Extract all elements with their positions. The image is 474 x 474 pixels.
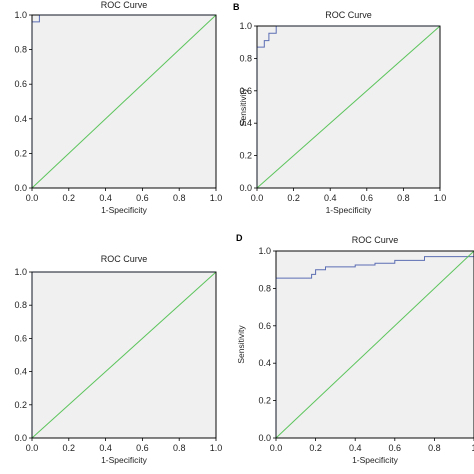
x-tick-label: 0.0 xyxy=(270,443,283,453)
y-tick-label: 1.0 xyxy=(239,21,252,31)
y-tick-label: 0.0 xyxy=(14,433,27,443)
y-axis-label: Sensitivity xyxy=(236,325,246,364)
panel-letter: B xyxy=(233,2,240,12)
x-tick-label: 0.4 xyxy=(349,443,362,453)
y-tick-label: 0.4 xyxy=(239,118,252,128)
y-tick-label: 0.4 xyxy=(14,367,27,377)
x-tick-label: 0.8 xyxy=(173,193,186,203)
reference-diagonal-line xyxy=(31,14,217,189)
x-tick-label: 0.2 xyxy=(287,193,300,203)
plot-frame xyxy=(31,271,217,439)
x-tick-label: 0.6 xyxy=(361,193,374,203)
x-tick-label: 1.0 xyxy=(434,193,447,203)
plot-frame xyxy=(31,14,217,189)
x-tick-label: 1 xyxy=(471,443,474,453)
x-tick-label: 0.8 xyxy=(173,443,186,453)
chart-title: ROC Curve xyxy=(101,0,148,10)
plot-frame xyxy=(256,25,441,189)
chart-title: ROC Curve xyxy=(101,254,148,264)
plot-frame xyxy=(275,250,474,439)
x-tick-label: 0.6 xyxy=(136,443,149,453)
x-tick-label: 0.0 xyxy=(26,193,39,203)
x-tick-label: 1.0 xyxy=(210,193,223,203)
roc-panel-d: 0.0 0.2 0.4 0.6 0.8 1 0.0 0.2 0.4 0.6 0.8 1.0 ROC Cu… xyxy=(236,233,474,465)
y-tick-label: 0.6 xyxy=(239,86,252,96)
y-tick-label: 0.6 xyxy=(14,79,27,89)
x-tick-label: 0.2 xyxy=(63,193,76,203)
roc-panel-b: 0.0 0.2 0.4 0.6 0.8 1.0 0.0 0.2 0.4 0.6 0.8 1.0 ROC … xyxy=(233,2,446,215)
roc-panel-a: 0.0 0.2 0.4 0.6 0.8 1.0 0.0 0.2 0.4 0.6 0.8 1.0 ROC … xyxy=(14,0,222,215)
chart-title: ROC Curve xyxy=(352,235,399,245)
y-tick-label: 0.4 xyxy=(258,358,271,368)
roc-curve-line xyxy=(275,256,474,438)
y-axis-label: Sensitivity xyxy=(238,87,248,126)
y-tick-label: 0.0 xyxy=(239,183,252,193)
roc-panel-c: 0.0 0.2 0.4 0.6 0.8 1.0 0.0 0.2 0.4 0.6 0.8 1.0 ROC … xyxy=(14,254,222,465)
reference-diagonal-line xyxy=(275,250,474,439)
panel-letter: D xyxy=(236,233,243,243)
chart-title: ROC Curve xyxy=(325,10,372,20)
x-tick-label: 0.4 xyxy=(99,193,112,203)
y-tick-label: 1.0 xyxy=(14,10,27,20)
x-tick-label: 1.0 xyxy=(210,443,223,453)
y-tick-label: 0.6 xyxy=(258,321,271,331)
y-tick-label: 0.2 xyxy=(258,396,271,406)
x-axis-label: 1-Specificity xyxy=(352,455,399,465)
roc-curve-line xyxy=(256,25,440,188)
x-tick-label: 0.0 xyxy=(26,443,39,453)
x-tick-label: 0.6 xyxy=(389,443,402,453)
reference-diagonal-line xyxy=(31,271,217,439)
y-tick-label: 1.0 xyxy=(258,246,271,256)
x-tick-label: 0.4 xyxy=(324,193,337,203)
x-axis-label: 1-Specificity xyxy=(101,205,148,215)
x-tick-label: 0.8 xyxy=(428,443,441,453)
x-tick-label: 0.0 xyxy=(251,193,264,203)
y-tick-label: 1.0 xyxy=(14,267,27,277)
x-tick-label: 0.8 xyxy=(397,193,410,203)
y-tick-label: 0.2 xyxy=(14,148,27,158)
y-tick-label: 0.0 xyxy=(14,183,27,193)
reference-diagonal-line xyxy=(256,25,441,189)
x-axis-label: 1-Specificity xyxy=(101,455,148,465)
x-tick-label: 0.2 xyxy=(309,443,322,453)
y-tick-label: 0.8 xyxy=(239,53,252,63)
y-tick-label: 0.2 xyxy=(239,151,252,161)
x-tick-label: 0.2 xyxy=(63,443,76,453)
y-tick-label: 0.4 xyxy=(14,114,27,124)
x-tick-label: 0.4 xyxy=(99,443,112,453)
y-tick-label: 0.8 xyxy=(258,283,271,293)
y-tick-label: 0.6 xyxy=(14,333,27,343)
x-axis-label: 1-Specificity xyxy=(326,205,373,215)
y-tick-label: 0.8 xyxy=(14,45,27,55)
y-tick-label: 0.8 xyxy=(14,300,27,310)
x-tick-label: 0.6 xyxy=(136,193,149,203)
y-tick-label: 0.0 xyxy=(258,433,271,443)
y-tick-label: 0.2 xyxy=(14,400,27,410)
